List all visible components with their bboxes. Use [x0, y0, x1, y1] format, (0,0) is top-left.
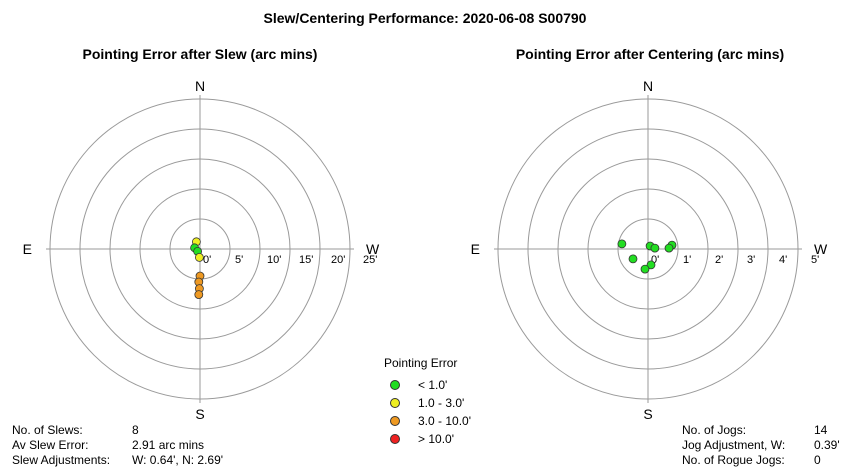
centering-label-east: E — [471, 241, 480, 257]
legend-label: 1.0 - 3.0' — [418, 396, 465, 410]
centering-data-point — [650, 243, 660, 253]
centering-ring-label: 0' — [651, 254, 659, 266]
stat-value: 2.91 arc mins — [132, 438, 205, 452]
centering-data-point — [617, 239, 627, 249]
centering-stats: No. of Jogs: 14 Jog Adjustment, W: 0.39'… — [682, 423, 840, 468]
slew-chart-title: Pointing Error after Slew (arc mins) — [82, 46, 318, 62]
stat-row: Av Slew Error: 2.91 arc mins — [12, 438, 223, 453]
centering-ring-label: 4' — [779, 254, 787, 266]
main-title: Slew/Centering Performance: 2020-06-08 S… — [263, 10, 587, 26]
slew-label-south: S — [195, 406, 204, 422]
stat-label: Slew Adjustments: — [12, 453, 111, 467]
stat-row: Slew Adjustments: W: 0.64', N: 2.69' — [12, 453, 223, 468]
centering-label-west: W — [814, 241, 828, 257]
centering-ring-label: 1' — [683, 254, 691, 266]
centering-ring-label: 3' — [747, 254, 755, 266]
legend-item-3to10: 3.0 - 10.0' — [384, 412, 471, 430]
stat-value: W: 0.64', N: 2.69' — [132, 453, 224, 467]
stat-value: 0.39' — [814, 438, 840, 452]
legend-item-gt10: > 10.0' — [384, 430, 471, 448]
stat-row: No. of Rogue Jogs: 0 — [682, 453, 840, 468]
stat-value: 8 — [132, 423, 139, 437]
centering-ring-label: 2' — [715, 254, 723, 266]
centering-chart-title: Pointing Error after Centering (arc mins… — [515, 46, 785, 62]
slew-ring-label: 10' — [267, 254, 281, 266]
slew-label-east: E — [23, 241, 32, 257]
centering-label-north: N — [643, 78, 653, 94]
stat-row: Jog Adjustment, W: 0.39' — [682, 438, 840, 453]
stat-label: No. of Rogue Jogs: — [682, 453, 785, 467]
slew-label-west: W — [366, 241, 380, 257]
centering-data-point — [640, 264, 650, 274]
centering-data-point — [646, 260, 656, 270]
stat-value: 0 — [814, 453, 821, 467]
legend-item-lt1: < 1.0' — [384, 376, 471, 394]
slew-ring-label: 15' — [299, 254, 313, 266]
slew-ring-label: 25' — [363, 254, 377, 266]
legend-title: Pointing Error — [384, 356, 458, 370]
stat-row: No. of Slews: 8 — [12, 423, 223, 438]
centering-label-south: S — [643, 406, 652, 422]
stat-label: Av Slew Error: — [12, 438, 89, 452]
centering-data-point — [628, 254, 638, 264]
centering-data-point — [664, 243, 674, 253]
stat-label: Jog Adjustment, W: — [682, 438, 786, 452]
slew-label-north: N — [195, 78, 205, 94]
legend-label: < 1.0' — [418, 378, 448, 392]
slew-data-point — [194, 252, 204, 262]
stat-row: No. of Jogs: 14 — [682, 423, 840, 438]
legend-label: 3.0 - 10.0' — [418, 414, 471, 428]
legend-swatch-red — [390, 434, 400, 444]
legend-swatch-yellow — [390, 398, 400, 408]
slew-ring-label: 5' — [235, 254, 243, 266]
stat-label: No. of Slews: — [12, 423, 83, 437]
legend: Pointing Error < 1.0' 1.0 - 3.0' 3.0 - 1… — [384, 356, 471, 448]
legend-item-1to3: 1.0 - 3.0' — [384, 394, 471, 412]
stat-label: No. of Jogs: — [682, 423, 747, 437]
centering-ring-label: 5' — [811, 254, 819, 266]
legend-label: > 10.0' — [418, 432, 454, 446]
legend-swatch-orange — [390, 416, 400, 426]
slew-data-point — [194, 290, 204, 300]
stat-value: 14 — [814, 423, 828, 437]
slew-ring-label: 0' — [203, 254, 211, 266]
slew-ring-label: 20' — [331, 254, 345, 266]
slew-stats: No. of Slews: 8 Av Slew Error: 2.91 arc … — [12, 423, 223, 468]
legend-swatch-green — [390, 380, 400, 390]
